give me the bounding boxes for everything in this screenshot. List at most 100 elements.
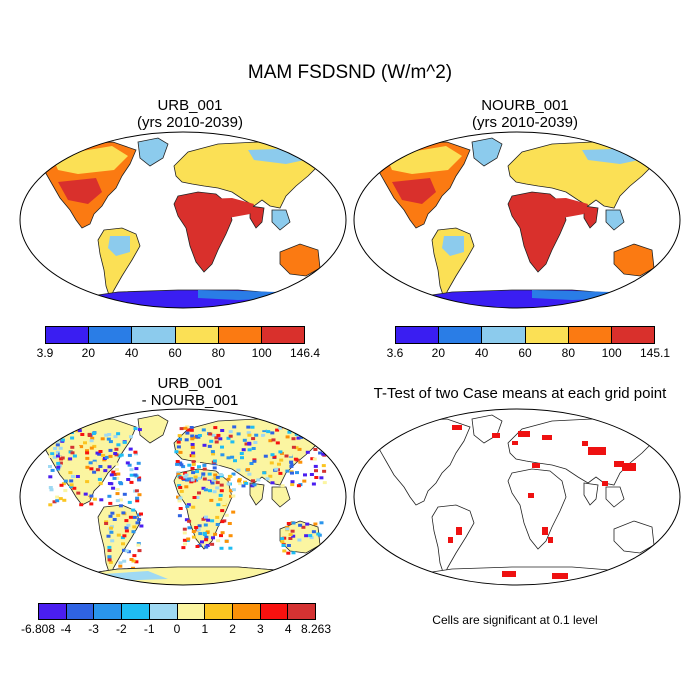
grid-cell	[116, 432, 121, 436]
colorbar-swatch	[149, 604, 178, 619]
grid-cell	[228, 434, 233, 438]
grid-cell	[215, 515, 220, 519]
panel-title-line1: URB_001	[157, 375, 223, 392]
grid-cell	[126, 478, 131, 481]
grid-cell	[131, 530, 136, 534]
colorbar-ticks-urb: 3.9 20 40 60 80 100 146.4	[37, 346, 320, 362]
grid-cell	[191, 505, 196, 509]
grid-cell	[220, 509, 225, 513]
significant-cell	[614, 461, 624, 467]
significant-cell	[452, 425, 462, 430]
grid-cell	[91, 432, 96, 435]
grid-cell	[212, 466, 217, 470]
grid-cell	[189, 428, 194, 432]
grid-cell	[232, 425, 237, 429]
grid-cell	[251, 479, 255, 483]
grid-cell	[210, 481, 215, 485]
grid-cell	[191, 462, 196, 466]
grid-cell	[187, 519, 192, 523]
grid-cell	[254, 433, 259, 437]
grid-cell	[210, 542, 215, 546]
grid-cell	[211, 433, 216, 437]
grid-cell	[220, 453, 225, 457]
grid-cell	[95, 451, 100, 455]
grid-cell	[226, 456, 231, 460]
colorbar-swatch	[568, 327, 612, 343]
grid-cell	[176, 472, 181, 476]
grid-cell	[55, 443, 60, 447]
grid-cell	[207, 444, 212, 448]
grid-cell	[108, 514, 113, 518]
grid-cell	[190, 434, 195, 438]
grid-cell	[183, 471, 188, 475]
grid-cell	[111, 470, 116, 474]
grid-cell	[201, 486, 206, 490]
grid-cell	[89, 446, 94, 450]
grid-cell	[181, 476, 186, 480]
grid-cell	[191, 471, 196, 475]
grid-cell	[219, 546, 224, 550]
panel-title-line1: NOURB_001	[481, 97, 569, 114]
grid-cell	[210, 519, 215, 523]
grid-cell	[50, 452, 55, 456]
grid-cell	[137, 518, 142, 522]
grid-cell	[133, 427, 138, 431]
grid-cell	[217, 462, 222, 466]
grid-cell	[269, 461, 274, 465]
grid-cell	[124, 526, 129, 530]
colorbar-swatch	[66, 604, 95, 619]
grid-cell	[92, 459, 97, 463]
grid-cell	[303, 473, 307, 477]
grid-cell	[68, 471, 73, 475]
grid-cell	[178, 450, 183, 454]
continent-australia	[279, 243, 321, 277]
grid-cell	[132, 525, 137, 529]
grid-cell	[110, 539, 115, 543]
grid-cell	[291, 551, 296, 555]
grid-cell	[241, 484, 246, 488]
grid-cell	[198, 532, 203, 536]
colorbar-tick-label: 1	[201, 622, 209, 636]
grid-cell	[118, 504, 123, 508]
grid-cell	[85, 449, 89, 453]
grid-cell	[135, 496, 140, 500]
grid-cell	[181, 465, 186, 469]
grid-cell	[177, 514, 182, 518]
grid-cell	[197, 434, 202, 437]
grid-cell	[285, 527, 290, 531]
grid-cell	[134, 560, 139, 564]
grid-cell	[136, 461, 141, 465]
grid-cell	[70, 458, 75, 462]
colorbar-tick-label: 100	[251, 346, 272, 360]
grid-cell	[191, 451, 196, 455]
grid-cell	[128, 447, 133, 451]
grid-cell	[92, 444, 97, 448]
grid-cell	[219, 489, 224, 493]
grid-cell	[226, 482, 231, 486]
colorbar-tick-label: 3	[257, 622, 264, 636]
grid-cell	[195, 470, 199, 474]
grid-cell	[285, 469, 290, 473]
grid-cell	[319, 521, 324, 525]
colorbar-swatch	[288, 604, 316, 619]
grid-cell	[76, 491, 81, 495]
grid-cell	[208, 489, 212, 493]
grid-cell	[288, 453, 293, 457]
grid-cell	[113, 472, 118, 476]
significant-cell	[542, 527, 548, 535]
grid-cell	[183, 542, 187, 546]
grid-cell	[215, 451, 220, 455]
region-antarctica-east	[198, 290, 298, 300]
grid-cell	[190, 478, 195, 482]
grid-cell	[220, 520, 225, 524]
grid-cell	[178, 496, 183, 500]
grid-cell	[55, 428, 60, 432]
map-content	[377, 137, 658, 308]
grid-cell	[92, 470, 97, 474]
panel-title-nourb: NOURB_001 (yrs 2010-2039)	[395, 97, 655, 131]
grid-cell	[195, 496, 200, 499]
grid-cell	[124, 519, 129, 523]
grid-cell	[218, 437, 223, 441]
grid-cell	[110, 511, 115, 515]
grid-cell	[103, 469, 108, 473]
